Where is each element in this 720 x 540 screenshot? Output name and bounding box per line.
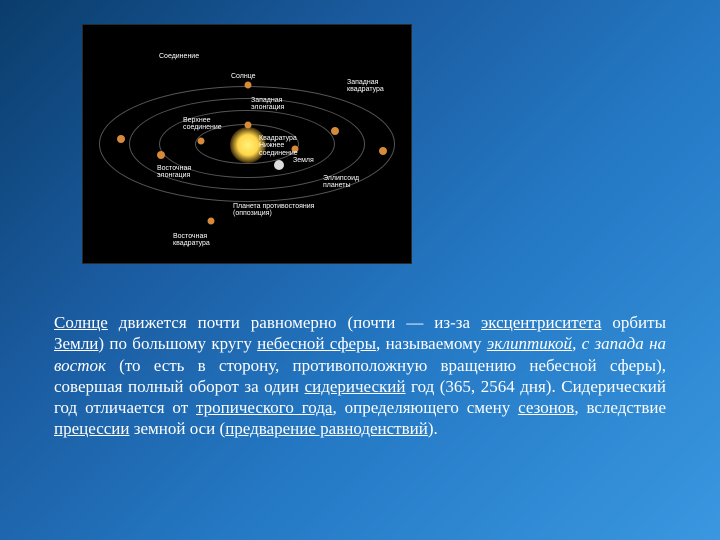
text-run: Земли <box>54 334 98 353</box>
diagram-label: Верхнеесоединение <box>183 117 222 132</box>
planet-dot <box>208 218 215 225</box>
diagram-label: Планета противостояния(оппозиция) <box>233 203 314 218</box>
diagram-label: Восточнаяэлонгация <box>157 165 191 180</box>
planet-dot <box>157 151 165 159</box>
text-run: эксцентриситета <box>481 313 601 332</box>
planet-dot <box>245 82 252 89</box>
diagram-label: Восточнаяквадратура <box>173 233 210 248</box>
text-run: орбиты <box>601 313 666 332</box>
text-run: , называемому <box>376 334 487 353</box>
text-run: , вследствие <box>574 398 666 417</box>
text-run: эклиптикой <box>487 334 572 353</box>
planet-dot <box>117 135 125 143</box>
planet-dot <box>245 122 252 129</box>
diagram-label: Западнаяэлонгация <box>251 97 284 112</box>
orbit-diagram: Соединение Солнце Западнаяэлонгация Западна… <box>82 24 412 264</box>
planet-dot <box>331 127 339 135</box>
text-run: тропического года <box>196 398 332 417</box>
planet-dot <box>274 160 284 170</box>
planet-dot <box>198 138 205 145</box>
text-run: предварение равноденствий <box>225 419 428 438</box>
text-run: , <box>572 334 582 353</box>
planet-dot <box>379 147 387 155</box>
text-run: небесной сферы <box>257 334 376 353</box>
slide-paragraph: Солнце движется почти равномерно (почти … <box>54 312 666 440</box>
text-run: сидерический <box>305 377 406 396</box>
text-run: ) по большому кругу <box>98 334 257 353</box>
diagram-label: Западнаяквадратура <box>347 79 384 94</box>
diagram-label: Солнце <box>231 73 256 80</box>
diagram-label: Эллипсоидпланеты <box>323 175 359 190</box>
text-run: сезонов <box>518 398 574 417</box>
text-run: ). <box>428 419 438 438</box>
text-run: , определяющего смену <box>332 398 518 417</box>
diagram-label: КвадратураНижнеесоединение <box>259 135 298 157</box>
text-run: прецессии <box>54 419 130 438</box>
diagram-label: Соединение <box>159 53 199 60</box>
diagram-label: Земля <box>293 157 314 164</box>
text-run: Солнце <box>54 313 108 332</box>
text-run: земной оси ( <box>130 419 226 438</box>
text-run: движется почти равномерно (почти — из-за <box>108 313 481 332</box>
